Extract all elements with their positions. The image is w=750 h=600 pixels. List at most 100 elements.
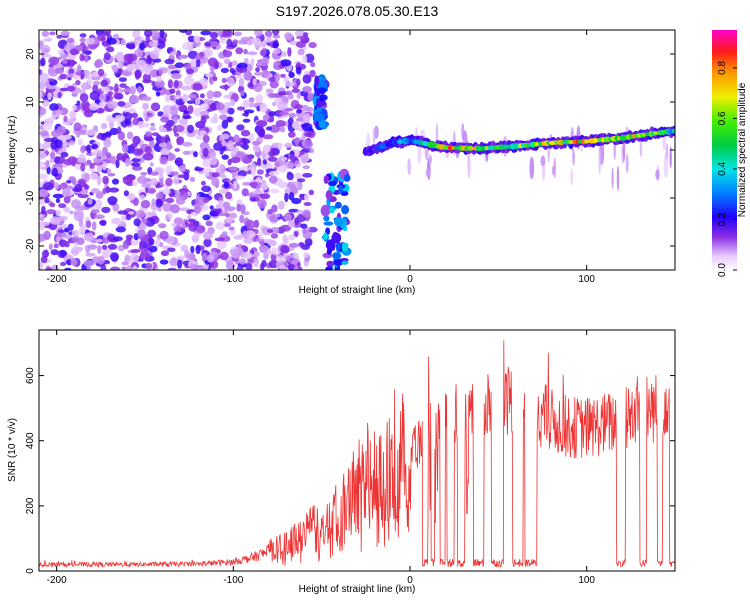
noise-blob xyxy=(266,248,272,256)
noise-blob xyxy=(40,57,46,67)
noise-blob xyxy=(151,198,156,207)
noise-blob xyxy=(225,191,233,200)
noise-blob xyxy=(306,106,314,112)
noise-blob xyxy=(84,54,89,63)
noise-blob xyxy=(137,85,143,94)
streak-blob xyxy=(572,149,576,166)
noise-blob xyxy=(271,101,277,107)
noise-blob xyxy=(296,109,302,114)
noise-blob xyxy=(57,91,62,99)
noise-blob xyxy=(209,32,219,39)
noise-blob xyxy=(106,37,117,45)
noise-blob xyxy=(97,245,102,254)
noise-blob xyxy=(52,167,58,177)
noise-blob xyxy=(202,214,211,221)
noise-blob xyxy=(182,115,192,120)
y-tick-label: 0 xyxy=(25,147,36,153)
colorbar-label: Normalized spectral amplitude xyxy=(737,82,748,217)
noise-blob xyxy=(145,217,156,227)
noise-blob xyxy=(66,85,76,92)
noise-blob xyxy=(59,87,69,92)
noise-blob xyxy=(46,85,57,90)
noise-blob xyxy=(53,182,60,190)
noise-blob xyxy=(160,250,170,257)
colorbar-tick-label: 0.6 xyxy=(717,111,728,125)
noise-blob xyxy=(303,202,312,206)
noise-blob xyxy=(47,78,55,82)
noise-blob xyxy=(107,243,118,250)
noise-blob xyxy=(110,266,120,270)
noise-blob xyxy=(45,266,53,270)
noise-blob xyxy=(248,133,255,142)
noise-blob xyxy=(262,159,267,165)
x-tick-label: 100 xyxy=(578,274,595,285)
noise-blob xyxy=(195,244,201,255)
noise-blob xyxy=(269,124,281,133)
noise-blob xyxy=(250,181,258,189)
noise-blob xyxy=(257,59,269,67)
noise-blob xyxy=(235,175,245,180)
noise-blob xyxy=(221,119,229,129)
noise-blob xyxy=(242,118,251,123)
noise-blob xyxy=(202,231,213,240)
streak-blob xyxy=(417,146,422,164)
burst-blob xyxy=(341,260,349,265)
noise-blob xyxy=(177,174,187,179)
noise-blob xyxy=(39,221,45,231)
noise-blob xyxy=(272,30,280,36)
noise-blob xyxy=(211,177,220,187)
noise-blob xyxy=(110,155,117,165)
noise-blob xyxy=(236,106,246,111)
noise-blob xyxy=(120,220,126,227)
noise-blob xyxy=(147,55,152,65)
noise-blob xyxy=(84,173,90,183)
burst-blob xyxy=(343,174,351,182)
noise-blob xyxy=(120,39,126,46)
noise-blob xyxy=(210,40,219,48)
noise-blob xyxy=(241,188,249,197)
noise-blob xyxy=(242,112,249,117)
noise-blob xyxy=(200,117,207,125)
noise-blob xyxy=(199,266,204,270)
noise-blob xyxy=(309,148,315,154)
noise-blob xyxy=(76,209,84,219)
burst-blob xyxy=(325,239,336,251)
noise-blob xyxy=(107,91,114,96)
noise-blob xyxy=(144,67,151,76)
noise-blob xyxy=(212,76,218,82)
noise-blob xyxy=(98,101,107,108)
noise-blob xyxy=(139,42,145,51)
noise-blob xyxy=(228,166,238,172)
noise-blob xyxy=(291,197,302,205)
noise-blob xyxy=(80,189,89,195)
noise-blob xyxy=(202,147,209,158)
noise-blob xyxy=(224,58,231,65)
burst-blob xyxy=(325,266,333,270)
noise-blob xyxy=(266,229,274,233)
noise-blob xyxy=(64,241,70,248)
noise-blob xyxy=(267,156,278,162)
noise-blob xyxy=(50,151,56,160)
noise-blob xyxy=(84,232,94,242)
noise-blob xyxy=(181,85,193,91)
noise-blob xyxy=(268,77,276,83)
noise-blob xyxy=(117,101,126,107)
noise-blob xyxy=(151,132,160,137)
noise-blob xyxy=(70,246,80,256)
noise-blob xyxy=(99,93,107,102)
noise-blob xyxy=(56,109,63,115)
x-tick-label: 0 xyxy=(407,274,413,285)
noise-blob xyxy=(176,255,186,260)
noise-blob xyxy=(237,170,247,178)
noise-blob xyxy=(226,76,231,83)
noise-blob xyxy=(205,220,213,227)
noise-blob xyxy=(44,197,50,204)
noise-blob xyxy=(54,67,65,74)
noise-blob xyxy=(92,80,101,86)
y-tick-label: 0 xyxy=(25,568,36,574)
noise-blob xyxy=(237,62,248,70)
noise-blob xyxy=(183,76,195,86)
noise-blob xyxy=(301,55,308,63)
noise-blob xyxy=(122,176,133,185)
noise-blob xyxy=(60,182,66,190)
